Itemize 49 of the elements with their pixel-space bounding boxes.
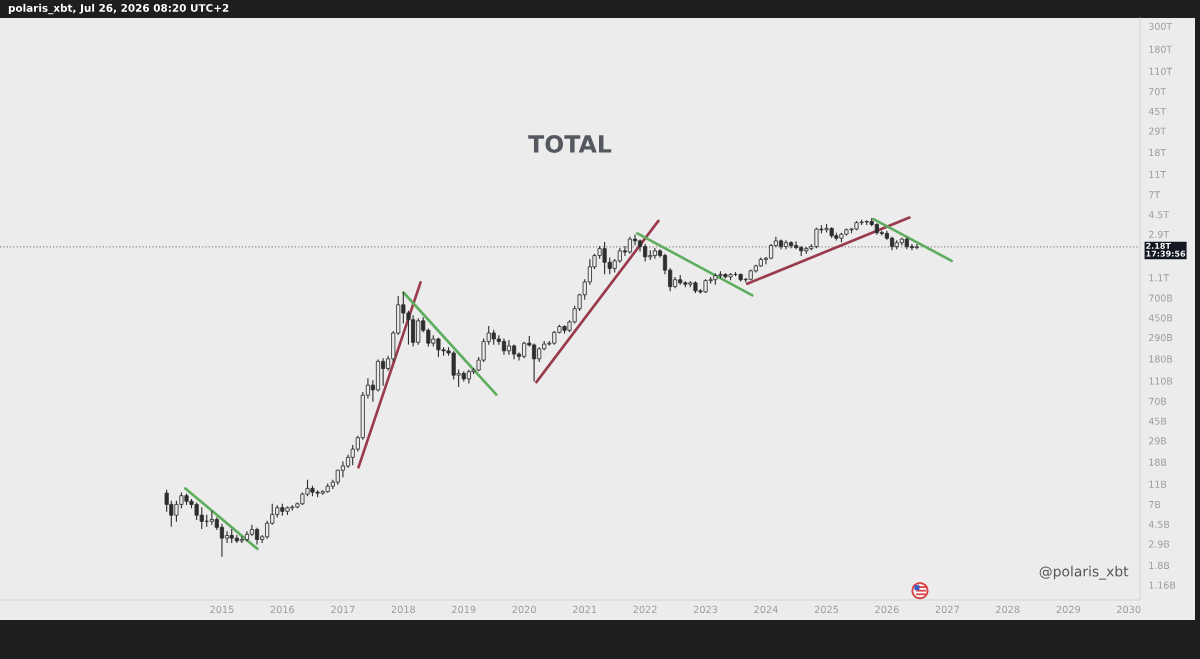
x-tick-label: 2015: [210, 605, 234, 614]
x-tick-label: 2029: [1056, 605, 1081, 614]
x-tick-label: 2017: [331, 605, 355, 614]
y-tick-label: 29B: [1149, 437, 1167, 445]
x-tick-label: 2026: [875, 605, 899, 614]
y-tick-label: 7B: [1149, 501, 1161, 508]
x-tick-label: 2025: [814, 605, 839, 614]
x-tick-label: 2021: [573, 605, 597, 614]
annotation: @polaris_xbt: [1039, 565, 1129, 580]
x-tick-label: 2023: [693, 605, 718, 614]
y-tick-label: 70B: [1149, 397, 1167, 405]
y-tick-label: 29T: [1149, 127, 1167, 135]
y-tick-label: 7T: [1149, 191, 1161, 199]
y-tick-label: 290B: [1149, 334, 1173, 342]
x-tick-label: 2018: [391, 605, 416, 614]
candlestick: [914, 244, 919, 250]
y-tick-label: 1.16B: [1149, 581, 1176, 589]
y-tick-label: 110T: [1149, 67, 1173, 75]
x-tick-label: 2027: [935, 605, 959, 614]
x-tick-label: 2019: [452, 605, 476, 614]
y-tick-label: 4.5T: [1148, 211, 1170, 219]
text: TOTAL: [528, 135, 612, 153]
x-tick-label: 2022: [633, 605, 657, 614]
y-tick-label: 300T: [1149, 22, 1173, 30]
ref-line-label: 2.18T 17:39:56: [1146, 242, 1186, 257]
x-tick-label: 2020: [512, 605, 536, 614]
y-tick-label: 1.1T: [1149, 274, 1170, 282]
y-tick-label: 11B: [1149, 480, 1167, 488]
y-tick-label: 1.8B: [1149, 561, 1170, 570]
y-tick-label: 450B: [1148, 314, 1173, 322]
y-tick-label: 45B: [1148, 417, 1167, 425]
y-tick-label: 110B: [1149, 377, 1173, 385]
x-tick-label: 2016: [270, 605, 295, 614]
candlestick: [219, 523, 225, 557]
y-tick-label: 70T: [1149, 88, 1167, 96]
y-tick-label: 180T: [1149, 45, 1173, 53]
y-tick-label: 11T: [1149, 171, 1167, 178]
x-tick-label: 2028: [996, 605, 1020, 614]
y-tick-label: 18T: [1149, 148, 1167, 157]
y-tick-label: 700B: [1149, 294, 1173, 302]
y-tick-label: 18B: [1149, 458, 1167, 466]
y-tick-label: 2.9T: [1149, 230, 1170, 238]
x-tick-label: 2024: [754, 605, 778, 614]
y-tick-label: 4.5B: [1148, 520, 1170, 528]
y-tick-label: 180B: [1149, 355, 1173, 363]
y-tick-label: 45T: [1148, 107, 1167, 115]
chart-subtitle: polaris_xbt, Jul 26, 2026 08:20 UTC+2: [8, 3, 229, 15]
y-tick-label: 2.9B: [1149, 540, 1170, 548]
x-tick-label: 2030: [1117, 605, 1141, 614]
